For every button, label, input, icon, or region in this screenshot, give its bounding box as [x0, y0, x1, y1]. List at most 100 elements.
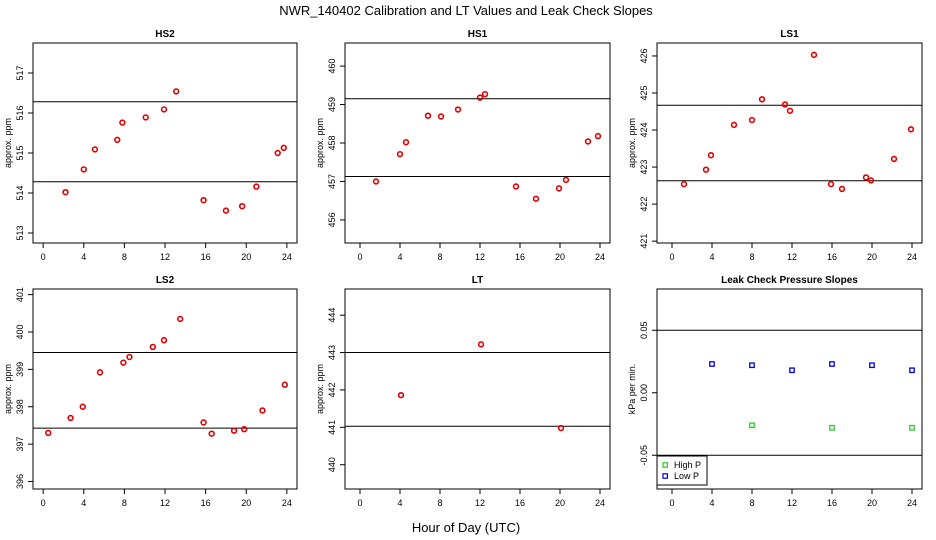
y-tick-label: 0.00 [639, 384, 649, 402]
data-point [172, 88, 180, 95]
data-point [396, 150, 404, 158]
data-point [142, 114, 149, 121]
data-point [45, 429, 52, 437]
x-tick-label: 20 [555, 252, 565, 262]
data-point [827, 180, 835, 188]
y-tick-label: 423 [639, 160, 649, 175]
data-point [829, 361, 835, 367]
x-tick-label: 4 [397, 252, 402, 262]
y-tick-label: 425 [639, 85, 649, 100]
y-tick-label: 443 [327, 345, 337, 360]
x-tick-label: 20 [867, 252, 877, 262]
x-tick-label: 8 [749, 252, 754, 262]
panels: HS2 0 4 8 12 16 20 24 513 514 515 516 517 approx. ppm… [3, 29, 923, 508]
legend-marker [662, 473, 669, 479]
data-point [259, 407, 266, 414]
panel-5: Leak Check Pressure Slopes 0 4 8 12 16 20 24 -0.… [627, 275, 923, 508]
x-tick-label: 0 [357, 498, 362, 508]
data-point [200, 197, 207, 204]
x-tick-label: 8 [749, 498, 754, 508]
x-tick-label: 4 [709, 252, 714, 262]
y-tick-label: 440 [327, 457, 337, 472]
data-point [709, 361, 715, 367]
y-tick-label: 441 [327, 420, 337, 435]
x-tick-label: 12 [160, 252, 170, 262]
data-point [786, 107, 794, 114]
y-tick-label: 426 [639, 48, 649, 63]
y-tick-label: 516 [15, 105, 25, 120]
x-tick-label: 0 [41, 252, 46, 262]
x-tick-label: 4 [81, 252, 86, 262]
x-tick-label: 12 [475, 252, 485, 262]
data-point [749, 422, 755, 429]
plot-frame [656, 288, 923, 490]
data-point [96, 369, 104, 376]
x-tick-label: 16 [827, 252, 837, 262]
x-tick-label: 24 [907, 252, 917, 262]
data-point [281, 381, 289, 388]
y-tick-label: 397 [15, 437, 25, 452]
y-tick-label: 459 [327, 97, 337, 112]
data-point [758, 96, 766, 103]
data-point [126, 353, 133, 361]
plot-frame [344, 42, 611, 244]
data-point [749, 362, 755, 369]
x-tick-label: 16 [201, 252, 211, 262]
plot-frame [344, 288, 611, 490]
data-point [481, 90, 489, 98]
data-point [280, 144, 287, 152]
x-tick-label: 8 [437, 252, 442, 262]
data-point [91, 146, 99, 153]
x-tick-label: 0 [669, 252, 674, 262]
data-point [907, 126, 915, 133]
figure-xlabel: Hour of Day (UTC) [412, 520, 520, 535]
data-point [748, 116, 756, 124]
y-tick-label: 514 [15, 185, 25, 200]
y-tick-label: 515 [15, 145, 25, 160]
data-point [810, 51, 818, 59]
data-point [789, 367, 795, 374]
x-tick-label: 12 [475, 498, 485, 508]
data-point [829, 424, 835, 431]
y-tick-label: 442 [327, 382, 337, 397]
data-point [120, 359, 127, 366]
data-point [402, 139, 410, 146]
plot-frame [32, 42, 298, 244]
y-axis-label: kPa per min. [627, 364, 637, 415]
data-point [909, 424, 915, 431]
data-point [454, 106, 462, 113]
data-point [222, 207, 230, 214]
panel-title: HS2 [155, 29, 175, 40]
y-tick-label: -0.05 [639, 445, 649, 466]
panel-1: HS1 0 4 8 12 16 20 24 456 457 458 459 460 approx. ppm [315, 29, 611, 262]
data-point [80, 166, 87, 173]
data-point [890, 155, 898, 163]
panel-2: LS1 0 4 8 12 16 20 24 421 422 423 424 425 426 approx. … [627, 29, 923, 262]
data-point [476, 94, 484, 101]
data-point [909, 367, 915, 374]
legend-box [656, 455, 708, 486]
data-point [230, 427, 238, 434]
data-point [397, 391, 405, 399]
x-tick-label: 24 [595, 252, 605, 262]
legend-marker [662, 462, 669, 468]
y-tick-label: 456 [327, 212, 337, 227]
panel-title: HS1 [468, 29, 488, 40]
y-tick-label: 398 [15, 399, 25, 414]
x-tick-label: 0 [41, 498, 46, 508]
x-tick-label: 20 [867, 498, 877, 508]
y-tick-label: 421 [639, 234, 649, 249]
y-axis-label: approx. ppm [627, 118, 637, 168]
data-point [707, 152, 715, 159]
y-tick-label: 458 [327, 135, 337, 150]
data-point [79, 403, 86, 410]
panel-title: Leak Check Pressure Slopes [721, 275, 858, 286]
data-point [177, 315, 184, 323]
x-tick-label: 8 [122, 498, 127, 508]
panel-title: LS1 [780, 29, 799, 40]
plot-frame [656, 42, 923, 244]
data-point [512, 183, 520, 190]
panel-4: LT 0 4 8 12 16 20 24 440 441 442 443 444 approx. ppm [315, 275, 611, 508]
